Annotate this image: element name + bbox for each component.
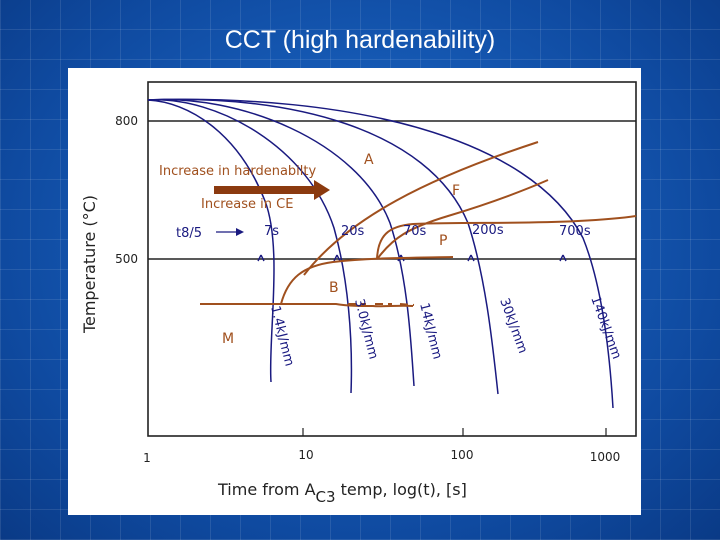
cooling-curve-3-0 bbox=[147, 99, 353, 394]
t85-marker-20s bbox=[333, 254, 341, 262]
phase-label-a: A bbox=[364, 152, 374, 168]
phase-label-f: F bbox=[452, 183, 460, 199]
time-label-70s: 70s bbox=[403, 224, 427, 239]
bainite-start-curve bbox=[280, 256, 454, 305]
pearlite-curve bbox=[376, 215, 637, 260]
t85-marker-200s bbox=[467, 254, 475, 262]
x-axis-title-main: Time from A bbox=[217, 480, 316, 499]
t85-marker-700s bbox=[559, 254, 567, 262]
cooling-curve-14 bbox=[147, 98, 415, 387]
t85-markers bbox=[257, 254, 567, 262]
time-label-20s: 20s bbox=[341, 224, 365, 239]
t85-arrow bbox=[216, 228, 244, 236]
cooling-curves bbox=[147, 98, 614, 409]
x-tick-1: 1 bbox=[143, 451, 151, 465]
cct-diagram: 800 500 1 10 100 1000 Temperature (°C) T… bbox=[68, 68, 641, 515]
t85-label: t8/5 bbox=[176, 226, 202, 241]
ferrite-finish-curve bbox=[377, 179, 549, 259]
ferrite-start-curve bbox=[303, 141, 539, 276]
x-axis-title-sub: C3 bbox=[316, 488, 336, 506]
t85-marker-7s bbox=[257, 254, 265, 262]
heat-input-30: 30kJ/mm bbox=[496, 296, 530, 355]
x-tick-1000: 1000 bbox=[590, 450, 621, 464]
cooling-curve-140 bbox=[147, 98, 614, 409]
hardenability-arrow bbox=[214, 180, 330, 200]
x-axis-title-tail: temp, log(t), [s] bbox=[336, 480, 467, 499]
ce-label: Increase in CE bbox=[201, 197, 293, 212]
phase-label-p: P bbox=[439, 233, 447, 249]
phase-label-b: B bbox=[329, 280, 339, 296]
time-label-7s: 7s bbox=[264, 224, 279, 239]
time-label-200s: 200s bbox=[472, 223, 504, 238]
y-tick-800: 800 bbox=[115, 114, 138, 128]
y-axis-title: Temperature (°C) bbox=[80, 195, 99, 334]
cct-diagram-svg: 800 500 1 10 100 1000 Temperature (°C) T… bbox=[80, 81, 637, 506]
heat-input-140: 140kJ/mm bbox=[587, 294, 624, 361]
y-tick-500: 500 bbox=[115, 252, 138, 266]
slide-title: CCT (high hardenability) bbox=[224, 26, 496, 54]
x-tick-100: 100 bbox=[451, 448, 474, 462]
hardenability-label: Increase in hardenabilty bbox=[159, 164, 316, 179]
martensite-dashed-line bbox=[348, 303, 415, 306]
arrow-shaft bbox=[214, 186, 314, 194]
arrow-head bbox=[314, 180, 330, 200]
heat-input-14: 14kJ/mm bbox=[416, 301, 444, 361]
x-axis-title: Time from AC3 temp, log(t), [s] bbox=[217, 480, 467, 506]
cooling-curve-1-4 bbox=[147, 99, 275, 383]
x-tick-10: 10 bbox=[298, 448, 313, 462]
time-label-700s: 700s bbox=[559, 224, 591, 239]
phase-label-m: M bbox=[222, 331, 234, 347]
cooling-curve-30 bbox=[147, 98, 499, 395]
phase-boundaries bbox=[200, 141, 637, 308]
martensite-start-line bbox=[200, 303, 414, 308]
